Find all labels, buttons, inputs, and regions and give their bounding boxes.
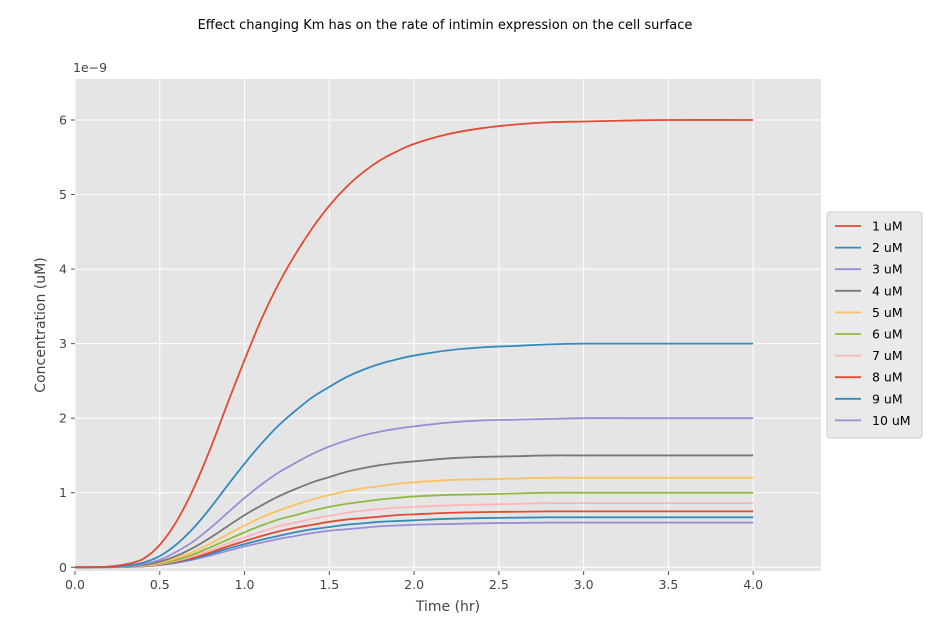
legend-label: 5 uM: [872, 305, 903, 320]
legend: 1 uM 2 uM 3 uM 4 uM 5 uM 6 uM 7 uM 8 uM 9 uM 10 u…: [826, 211, 923, 439]
x-tick-label: 4.0: [743, 577, 763, 592]
legend-label: 10 uM: [872, 413, 911, 428]
x-tick-label: 0.0: [65, 577, 85, 592]
legend-label: 8 uM: [872, 370, 903, 385]
series-line-3: [74, 417, 754, 569]
y-axis-label: Concentration (uM): [33, 257, 49, 392]
x-tick-label: 2.0: [404, 577, 424, 592]
x-tick-label: 3.0: [574, 577, 594, 592]
y-tick-label: 3: [59, 336, 67, 351]
legend-label: 2 uM: [872, 240, 903, 255]
x-tick-label: 0.5: [150, 577, 170, 592]
legend-label: 6 uM: [872, 327, 903, 342]
x-tick-label: 1.0: [235, 577, 255, 592]
legend-label: 7 uM: [872, 348, 903, 363]
plot-area: [75, 79, 821, 571]
x-tick-label: 3.5: [658, 577, 678, 592]
series-line-1: [74, 119, 754, 569]
y-tick-label: 4: [59, 262, 67, 277]
y-tick-label: 5: [59, 187, 67, 202]
x-axis-label: Time (hr): [415, 599, 480, 615]
series-line-2: [74, 342, 754, 569]
series-line-4: [74, 454, 754, 569]
chart-title: Effect changing Km has on the rate of in…: [198, 18, 693, 33]
y-tick-label: 2: [59, 411, 67, 426]
legend-label: 3 uM: [872, 262, 903, 277]
axis-ticks: 0.0 0.5 1.0 1.5 2.0 2.5 3.0 3.5 4.0 0 1 2 3 4 5 6: [59, 113, 763, 593]
y-tick-label: 6: [59, 113, 67, 128]
x-tick-label: 2.5: [489, 577, 509, 592]
legend-label: 1 uM: [872, 219, 903, 234]
y-offset-label: 1e−9: [73, 60, 107, 75]
y-tick-label: 0: [59, 560, 67, 575]
x-tick-label: 1.5: [319, 577, 339, 592]
legend-label: 4 uM: [872, 283, 903, 298]
y-tick-label: 1: [59, 485, 67, 500]
series-lines: [74, 119, 754, 569]
legend-label: 9 uM: [872, 391, 903, 406]
